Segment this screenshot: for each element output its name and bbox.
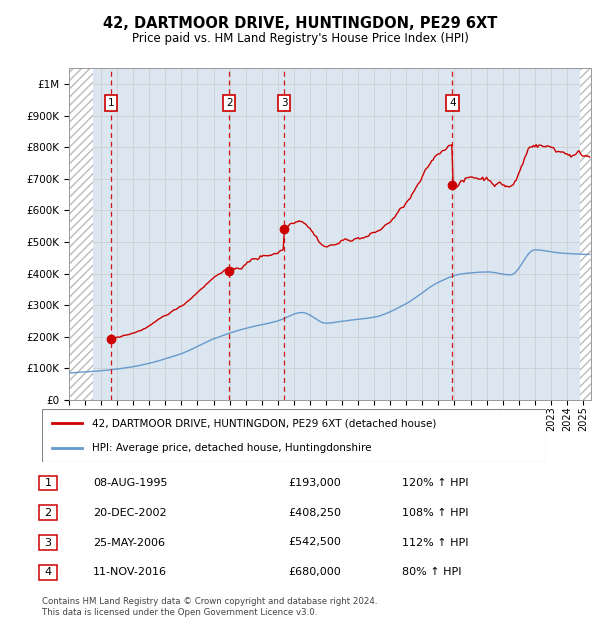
Text: 108% ↑ HPI: 108% ↑ HPI — [402, 508, 469, 518]
Text: 2: 2 — [44, 508, 52, 518]
Text: 42, DARTMOOR DRIVE, HUNTINGDON, PE29 6XT: 42, DARTMOOR DRIVE, HUNTINGDON, PE29 6XT — [103, 16, 497, 30]
Text: 3: 3 — [44, 538, 52, 547]
Text: 11-NOV-2016: 11-NOV-2016 — [93, 567, 167, 577]
Text: £542,500: £542,500 — [288, 538, 341, 547]
Text: 1: 1 — [44, 478, 52, 488]
Text: 42, DARTMOOR DRIVE, HUNTINGDON, PE29 6XT (detached house): 42, DARTMOOR DRIVE, HUNTINGDON, PE29 6XT… — [92, 418, 437, 428]
Text: 1: 1 — [107, 98, 114, 108]
Text: 80% ↑ HPI: 80% ↑ HPI — [402, 567, 461, 577]
Text: £680,000: £680,000 — [288, 567, 341, 577]
Text: HPI: Average price, detached house, Huntingdonshire: HPI: Average price, detached house, Hunt… — [92, 443, 372, 453]
Text: This data is licensed under the Open Government Licence v3.0.: This data is licensed under the Open Gov… — [42, 608, 317, 617]
Text: 4: 4 — [44, 567, 52, 577]
Text: Contains HM Land Registry data © Crown copyright and database right 2024.: Contains HM Land Registry data © Crown c… — [42, 597, 377, 606]
Text: 3: 3 — [281, 98, 287, 108]
Text: 4: 4 — [449, 98, 456, 108]
Text: Price paid vs. HM Land Registry's House Price Index (HPI): Price paid vs. HM Land Registry's House … — [131, 32, 469, 45]
Text: £408,250: £408,250 — [288, 508, 341, 518]
Text: 08-AUG-1995: 08-AUG-1995 — [93, 478, 167, 488]
Text: 120% ↑ HPI: 120% ↑ HPI — [402, 478, 469, 488]
Text: 20-DEC-2002: 20-DEC-2002 — [93, 508, 167, 518]
Text: 112% ↑ HPI: 112% ↑ HPI — [402, 538, 469, 547]
FancyBboxPatch shape — [42, 409, 546, 462]
Text: 25-MAY-2006: 25-MAY-2006 — [93, 538, 165, 547]
Text: £193,000: £193,000 — [288, 478, 341, 488]
Text: 2: 2 — [226, 98, 232, 108]
